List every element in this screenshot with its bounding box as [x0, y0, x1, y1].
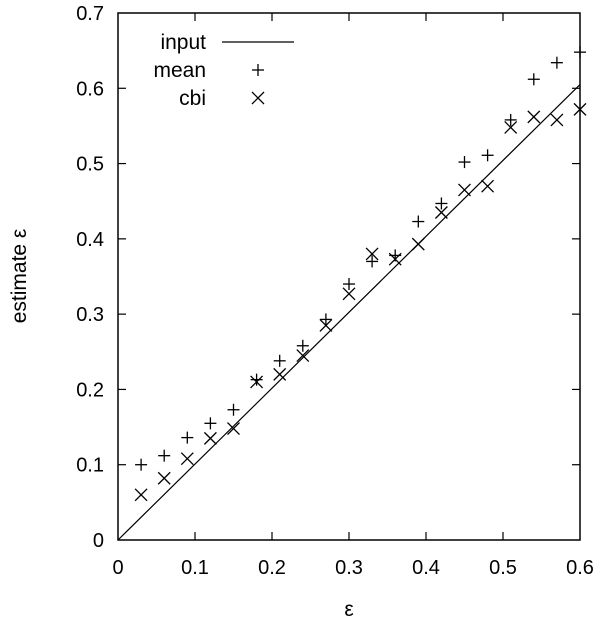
cbi-point [180, 452, 194, 466]
x-tick-label: 0.3 [335, 557, 363, 579]
x-tick-label: 0.5 [489, 557, 517, 579]
y-tick-label: 0.1 [76, 455, 104, 477]
y-tick-label: 0 [93, 530, 104, 552]
cbi-point [458, 183, 471, 197]
cbi-point [134, 488, 148, 502]
y-tick-label: 0.3 [76, 304, 104, 326]
legend-label-mean: mean [153, 59, 206, 82]
mean-point [412, 215, 425, 228]
cbi-point [411, 237, 425, 251]
data-marks [117, 46, 587, 541]
legend-label-cbi: cbi [179, 87, 206, 110]
mean-point [343, 278, 355, 291]
x-tick-label: 0.4 [412, 557, 440, 579]
cbi-point [203, 431, 217, 445]
cbi-point [273, 367, 287, 381]
mean-point [135, 458, 148, 471]
mean-point [319, 313, 332, 326]
legend-sample-mean [252, 64, 264, 76]
tick-labels: 0 0.1 0.2 0.3 0.4 0.5 0.6 0 0.1 0.2 0.3 0.4 0.5 0.6 0.… [76, 3, 594, 579]
cbi-point [296, 349, 310, 363]
cbi-point [157, 471, 171, 485]
mean-point [158, 449, 171, 462]
x-axis-label: ε [344, 598, 353, 621]
cbi-point [342, 287, 356, 301]
y-axis-label: estimate ε [8, 229, 31, 324]
y-tick-label: 0.6 [76, 78, 104, 100]
cbi-point [434, 206, 448, 219]
mean-point [458, 156, 471, 169]
cbi-point [319, 318, 333, 332]
mean-point [204, 417, 217, 430]
mean-point [250, 373, 263, 386]
mean-point [366, 255, 379, 268]
cbi-point [250, 375, 264, 389]
cbi-point [388, 252, 402, 266]
cbi-point [365, 247, 379, 261]
legend-sample-cbi [251, 91, 265, 105]
y-tick-label: 0.4 [76, 229, 104, 251]
cbi-point [227, 422, 240, 436]
cbi-point [504, 120, 518, 134]
mean-point [504, 113, 517, 126]
mean-point [527, 73, 540, 86]
y-tick-label: 0.7 [76, 3, 104, 25]
cbi-point [550, 113, 564, 127]
cbi-point [481, 179, 495, 193]
mean-point [435, 197, 448, 210]
mean-point [181, 431, 194, 444]
legend: input mean cbi [153, 31, 294, 110]
y-tick-label: 0.5 [76, 154, 104, 176]
y-tick-label: 0.2 [76, 379, 104, 401]
mean-point [574, 46, 586, 59]
x-tick-label: 0.1 [181, 557, 209, 579]
cbi-point [573, 102, 587, 116]
mean-point [550, 56, 563, 69]
cbi-point [527, 110, 541, 124]
legend-label-input: input [160, 31, 206, 54]
mean-point [273, 354, 286, 367]
x-tick-label: 0 [112, 557, 123, 579]
x-tick-label: 0.2 [258, 557, 286, 579]
mean-point [481, 149, 494, 162]
input-line [117, 84, 581, 541]
x-tick-label: 0.6 [566, 557, 594, 579]
mean-point [227, 403, 240, 416]
mean-point [296, 339, 309, 352]
